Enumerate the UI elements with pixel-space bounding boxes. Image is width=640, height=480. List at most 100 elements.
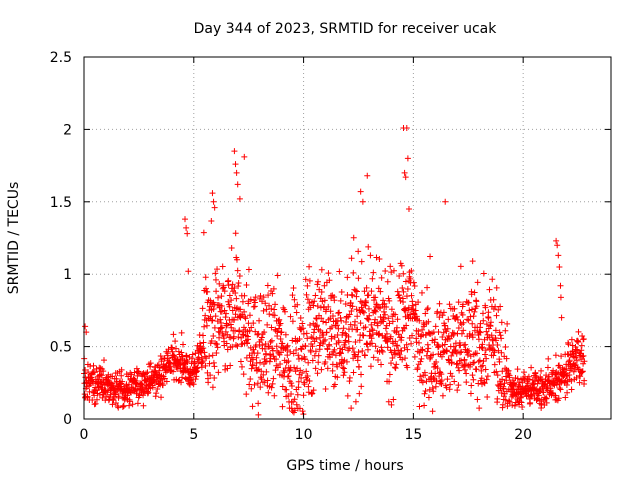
data-point: [239, 298, 246, 305]
data-point: [213, 341, 220, 348]
data-point: [376, 255, 383, 262]
data-point: [416, 317, 423, 324]
data-point: [318, 289, 325, 296]
data-point: [271, 312, 278, 319]
data-point: [288, 405, 295, 412]
data-point: [492, 303, 499, 310]
data-point: [222, 328, 229, 335]
data-point: [203, 285, 209, 292]
data-point: [256, 317, 263, 324]
data-point: [482, 366, 489, 373]
data-point: [461, 356, 468, 363]
data-point: [237, 306, 244, 313]
data-point: [341, 344, 348, 351]
data-point: [322, 385, 329, 392]
data-point: [552, 392, 559, 399]
data-point: [447, 381, 454, 388]
data-point: [427, 253, 434, 260]
data-point: [265, 292, 272, 299]
data-point: [302, 356, 309, 363]
x-tick-label: 5: [189, 427, 198, 443]
data-point: [236, 272, 243, 279]
data-point: [306, 377, 313, 384]
data-point: [368, 335, 375, 342]
data-point: [403, 322, 410, 329]
data-point: [233, 295, 240, 302]
data-point: [229, 343, 236, 350]
data-point: [381, 300, 388, 307]
data-point: [481, 380, 488, 387]
data-point: [309, 335, 316, 342]
data-point: [342, 337, 349, 344]
data-point: [314, 370, 321, 377]
data-point: [112, 391, 119, 398]
data-point: [128, 371, 135, 378]
data-point: [287, 348, 294, 355]
data-point: [338, 350, 345, 357]
data-point: [581, 377, 588, 384]
data-point: [484, 373, 491, 380]
data-point: [457, 349, 464, 356]
data-point: [573, 353, 580, 360]
data-point: [480, 317, 487, 324]
data-point: [209, 384, 216, 391]
data-point: [398, 334, 405, 341]
data-point: [91, 369, 98, 376]
data-point: [226, 303, 233, 310]
data-point: [277, 336, 284, 343]
data-point: [460, 327, 467, 334]
data-point: [466, 330, 473, 337]
data-point: [411, 353, 418, 360]
data-point: [170, 331, 177, 338]
data-point: [118, 372, 125, 379]
data-point: [220, 284, 227, 291]
data-point: [421, 390, 428, 397]
data-point: [188, 377, 195, 384]
data-point: [388, 269, 395, 276]
data-point: [450, 343, 457, 350]
data-point: [293, 309, 300, 316]
data-point: [399, 285, 406, 292]
data-point: [266, 311, 273, 318]
data-point: [395, 331, 402, 338]
data-point: [488, 332, 495, 339]
data-point: [575, 338, 582, 345]
data-point: [184, 230, 191, 237]
data-point: [578, 342, 585, 349]
data-point: [575, 328, 582, 335]
data-point: [221, 288, 228, 295]
data-point: [469, 258, 476, 265]
data-point: [277, 360, 284, 367]
data-point: [505, 367, 512, 374]
data-point: [368, 288, 375, 295]
data-point: [451, 305, 458, 312]
data-point: [499, 376, 506, 383]
data-point: [518, 393, 525, 400]
data-point: [453, 350, 460, 357]
data-point: [186, 380, 193, 387]
data-point: [335, 310, 342, 317]
data-point: [422, 332, 429, 339]
data-point: [273, 356, 280, 363]
data-point: [258, 334, 265, 341]
data-point: [477, 329, 484, 336]
data-point: [200, 229, 207, 236]
data-point: [383, 304, 390, 311]
data-point: [336, 268, 343, 275]
data-point: [231, 148, 238, 155]
data-point: [118, 366, 125, 373]
data-point: [149, 384, 156, 391]
data-point: [448, 352, 455, 359]
data-point: [446, 301, 453, 308]
data-point: [411, 282, 418, 289]
data-point: [202, 274, 209, 281]
data-point: [244, 340, 251, 347]
data-point: [401, 325, 408, 332]
data-point: [355, 248, 362, 255]
data-point: [169, 348, 176, 355]
data-point: [216, 280, 223, 287]
data-point: [405, 206, 412, 213]
data-point: [228, 297, 235, 304]
data-point: [459, 311, 466, 318]
data-point: [209, 190, 216, 197]
